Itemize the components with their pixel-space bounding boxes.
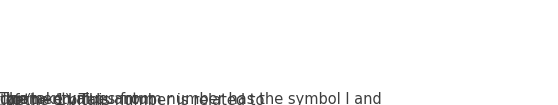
Text: ______: ______ (2, 94, 46, 105)
Text: the: the (0, 93, 29, 105)
Text: to (n - 1). This number is related to: to (n - 1). This number is related to (2, 92, 264, 105)
Text: _______: _______ (1, 94, 52, 105)
Text: ______: ______ (1, 93, 45, 105)
Text: of the orbital.: of the orbital. (1, 93, 105, 105)
Text: can take values from: can take values from (0, 92, 159, 105)
Text: The: The (0, 92, 32, 105)
Text: momentum quantum number has the symbol l and: momentum quantum number has the symbol l… (1, 92, 382, 105)
